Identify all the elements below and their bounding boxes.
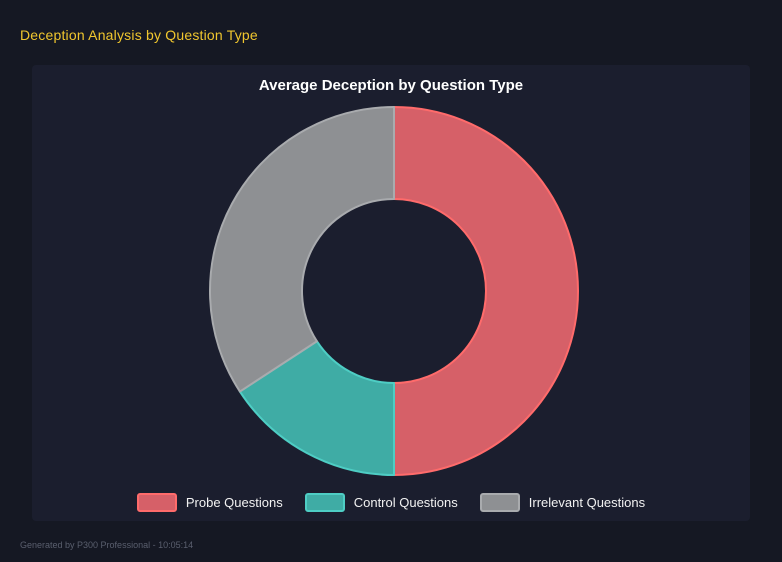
legend-label-control: Control Questions (353, 495, 458, 510)
legend-swatch-control (304, 493, 345, 512)
legend-swatch-irrelevant (479, 493, 520, 512)
legend-item-probe-questions[interactable]: Probe Questions (136, 493, 283, 512)
donut-segment-probe-questions[interactable] (393, 106, 579, 476)
legend-item-control-questions[interactable]: Control Questions (304, 493, 458, 512)
page-title: Deception Analysis by Question Type (20, 27, 258, 43)
legend-label-irrelevant: Irrelevant Questions (528, 495, 646, 510)
donut-segment-control-questions[interactable] (238, 340, 395, 476)
chart-title: Average Deception by Question Type (258, 77, 524, 94)
chart-panel: Average Deception by Question Type Probe… (32, 65, 750, 521)
legend-item-irrelevant-questions[interactable]: Irrelevant Questions (479, 493, 646, 512)
doughnut-chart[interactable] (204, 101, 584, 481)
legend-label-probe: Probe Questions (185, 495, 283, 510)
legend-swatch-probe (136, 493, 177, 512)
chart-legend: Probe Questions Control Questions Irrele… (32, 493, 750, 512)
footer-text: Generated by P300 Professional - 10:05:1… (20, 540, 194, 550)
donut-segment-irrelevant-questions[interactable] (209, 106, 395, 393)
